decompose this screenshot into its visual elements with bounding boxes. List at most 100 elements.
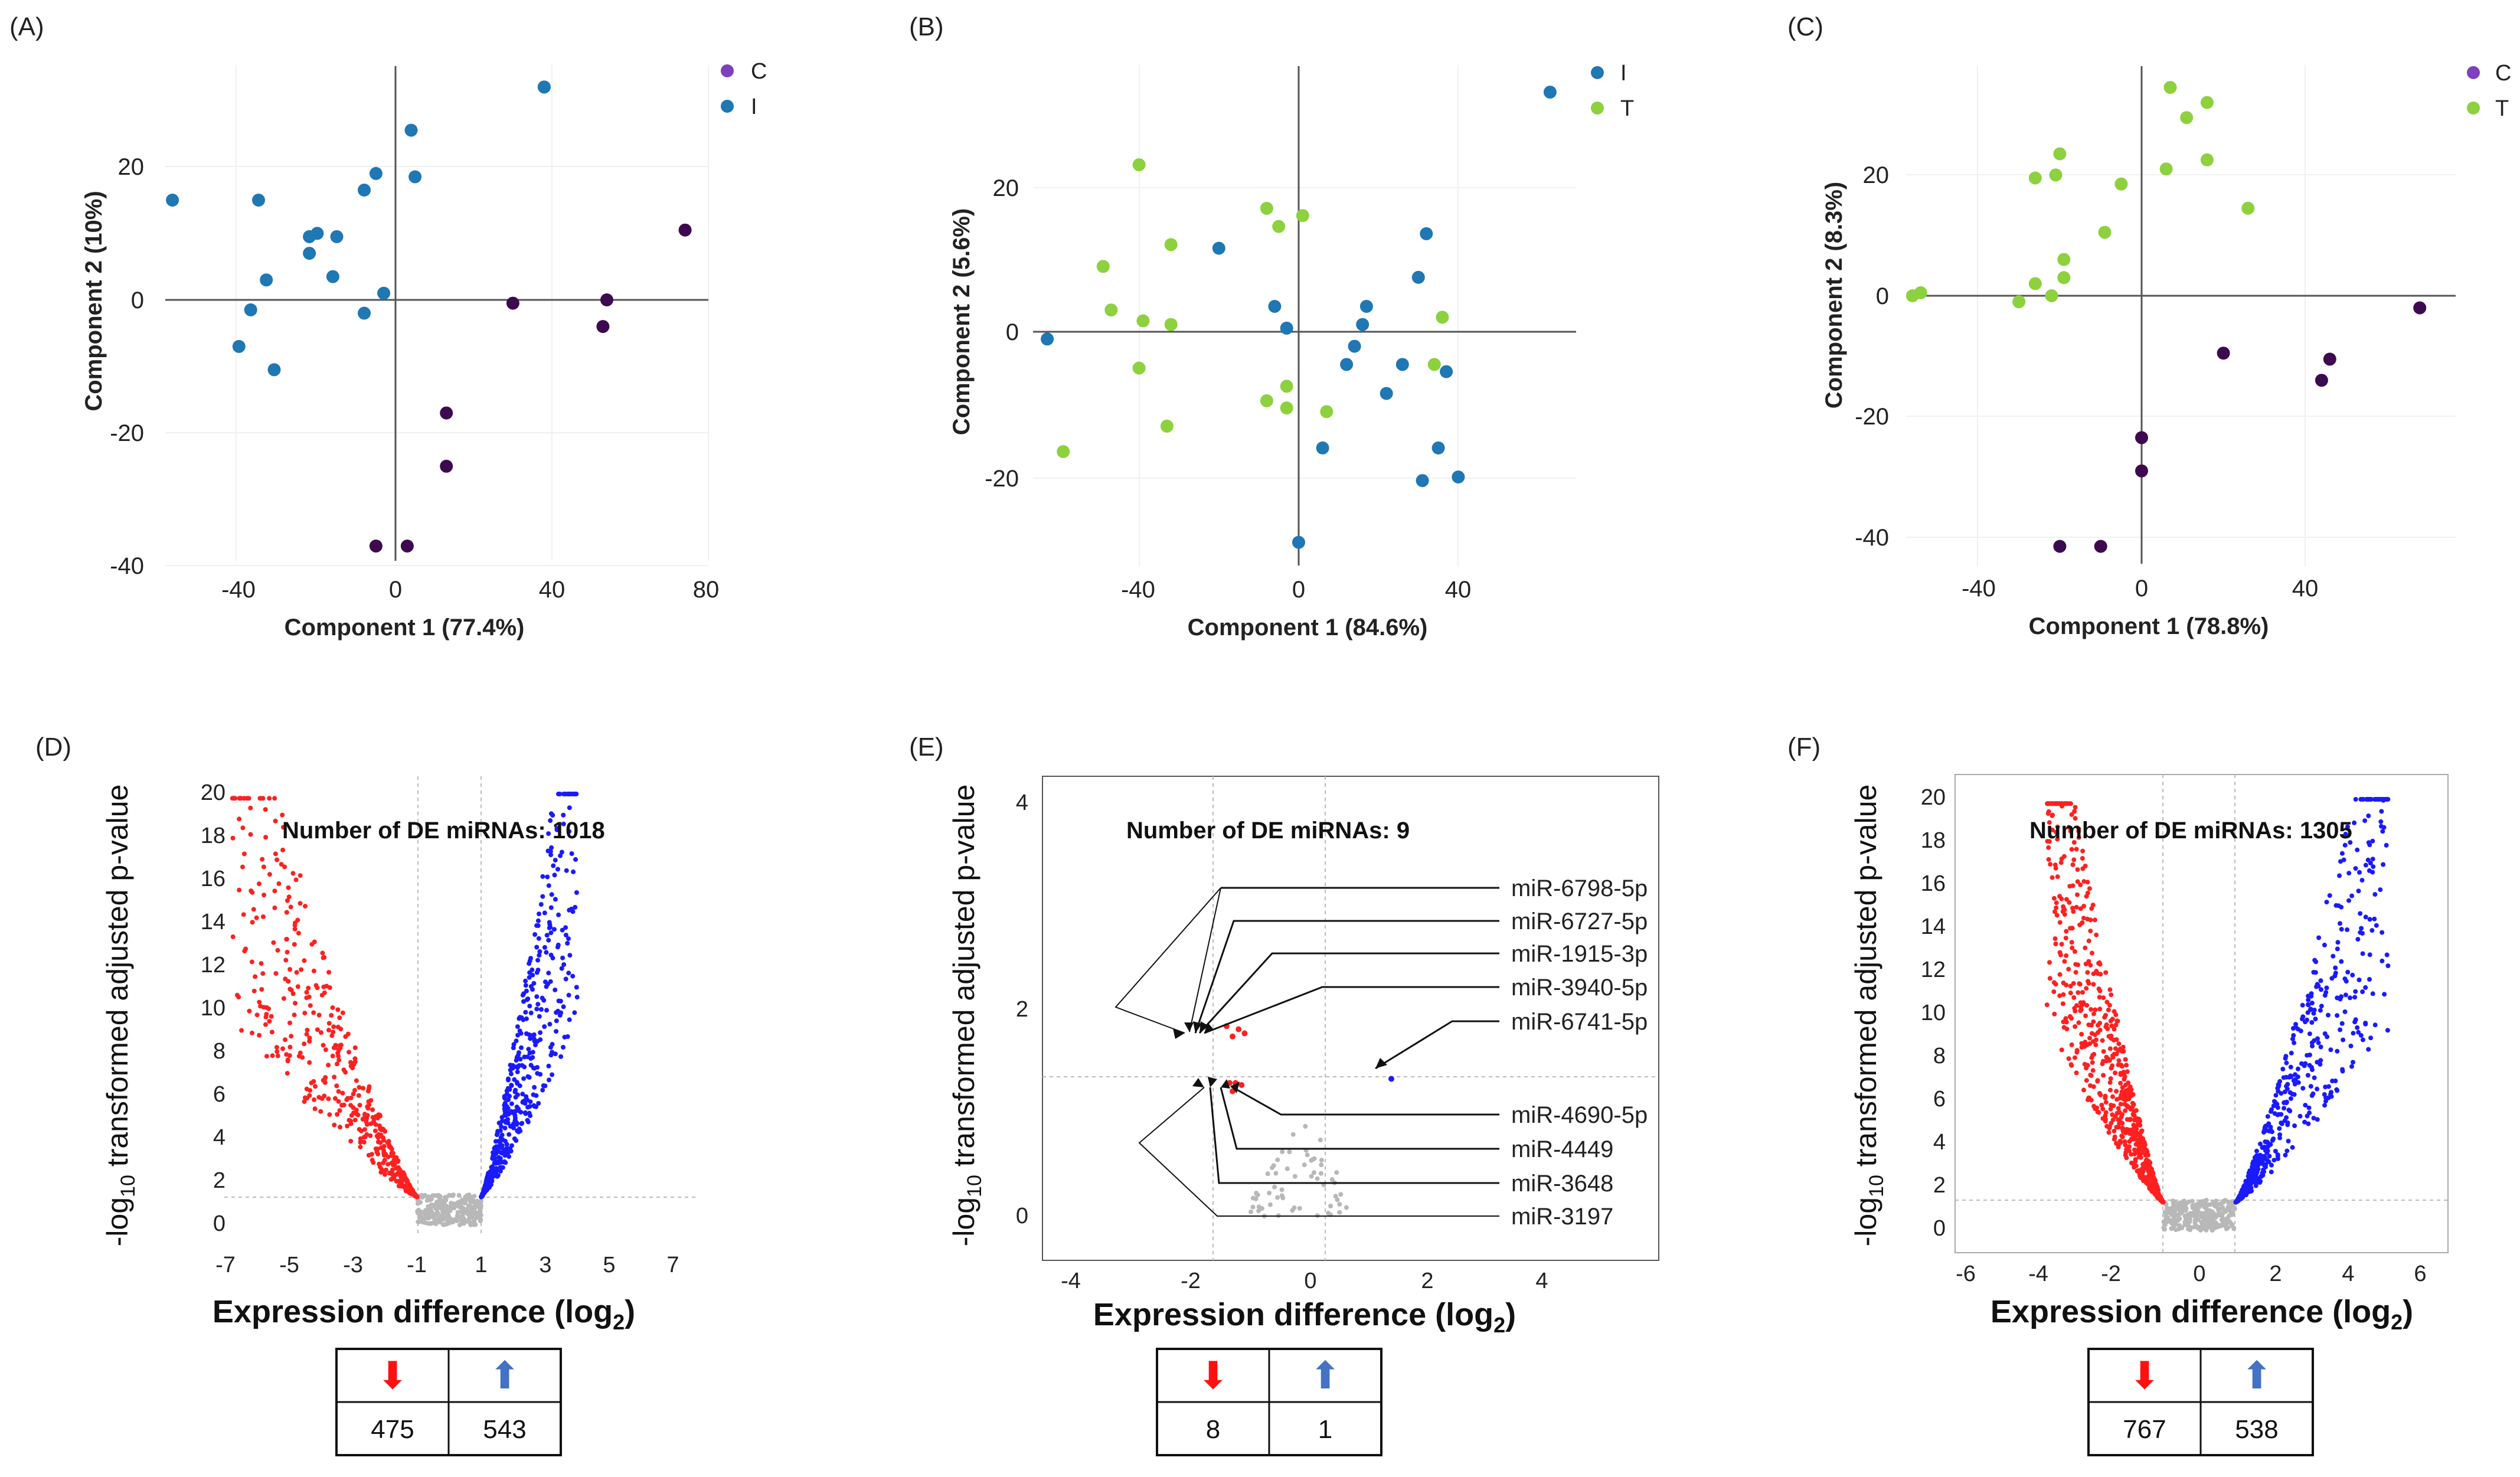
point-down: [2072, 1055, 2077, 1060]
point-ns: [453, 1217, 458, 1222]
down-count: 8: [1206, 1415, 1220, 1444]
point-ns: [2186, 1199, 2191, 1204]
y-tick: 8: [1933, 1044, 1946, 1068]
point-down: [2097, 1027, 2103, 1032]
point-up: [528, 956, 533, 961]
point-down: [381, 1143, 387, 1149]
point-up: [2258, 1141, 2263, 1146]
point-up: [2284, 1060, 2289, 1066]
point-down: [236, 995, 241, 999]
point-down: [262, 893, 267, 898]
point-down: [237, 816, 242, 822]
point-up: [566, 792, 571, 796]
point-down: [308, 1088, 313, 1093]
point-down: [2073, 1024, 2078, 1029]
point-up: [2356, 1030, 2361, 1035]
point-down: [337, 1108, 342, 1113]
point-up: [553, 858, 558, 863]
x-tick: 0: [1304, 1269, 1316, 1293]
point-up: [527, 961, 532, 966]
point-up: [2366, 840, 2371, 845]
point-down: [2057, 894, 2063, 899]
point-t: [1160, 419, 1174, 433]
point-up: [2318, 1044, 2323, 1050]
point-down: [2086, 979, 2091, 984]
point-up: [2281, 1075, 2286, 1080]
point-down: [403, 1183, 408, 1188]
point-up: [511, 1121, 516, 1126]
point-down: [283, 958, 289, 963]
point-ns: [2182, 1198, 2187, 1204]
point-up: [490, 1174, 495, 1178]
legend-swatch-t: [1591, 102, 1604, 115]
point-up: [481, 1188, 486, 1193]
x-tick: -2: [1181, 1269, 1201, 1293]
point-down: [2071, 995, 2077, 1000]
point-down: [2113, 1022, 2119, 1028]
point-down: [2126, 1105, 2131, 1110]
point-up: [524, 1097, 529, 1103]
point-up: [2250, 1161, 2255, 1166]
point-down: [2087, 886, 2092, 891]
point-down: [2114, 1018, 2120, 1024]
point-up: [2341, 1037, 2346, 1043]
point-up: [507, 1087, 512, 1092]
point-ns: [444, 1204, 449, 1209]
point-up: [525, 1074, 531, 1079]
point-down: [285, 1058, 290, 1064]
point-down: [292, 920, 298, 926]
point-down: [2062, 912, 2067, 917]
point-up: [2351, 1060, 2355, 1065]
x-tick: -2: [2101, 1262, 2121, 1286]
point-t: [2200, 153, 2214, 166]
point-down: [259, 961, 264, 966]
point-down: [2063, 1016, 2068, 1021]
point-down: [348, 1063, 354, 1068]
point-t: [1260, 201, 1273, 215]
point-down: [2117, 1139, 2123, 1143]
point-down: [2061, 992, 2066, 997]
point-t: [2057, 271, 2071, 285]
point-down: [2136, 1145, 2142, 1151]
point-i: [537, 80, 551, 94]
y-tick: 0: [1933, 1216, 1946, 1241]
point-up: [518, 1031, 524, 1036]
point-up: [565, 1034, 570, 1039]
point-ns: [458, 1199, 463, 1204]
point-up: [525, 1119, 531, 1125]
point-up: [563, 933, 568, 937]
legend: C I: [721, 59, 767, 119]
point-up: [2370, 857, 2375, 862]
point-up: [549, 845, 554, 850]
point-up: [2330, 1079, 2335, 1084]
point-down: [352, 1045, 358, 1050]
x-tick: 4: [1535, 1269, 1548, 1293]
point-up: [520, 1092, 525, 1097]
y-tick: -20: [1855, 404, 1889, 430]
point-up: [555, 1008, 561, 1014]
point-ns: [1272, 1184, 1277, 1190]
point-up: [2311, 1116, 2316, 1121]
down-count: 475: [371, 1415, 414, 1444]
point-up: [512, 1089, 518, 1094]
point-down: [2093, 1032, 2098, 1037]
point-down: [2071, 981, 2076, 986]
point-up: [530, 987, 535, 992]
y-tick: 16: [1921, 871, 1946, 896]
point-down: [309, 942, 315, 947]
point-down: [394, 1165, 399, 1171]
point-up: [548, 849, 553, 854]
point-up: [2318, 1058, 2323, 1063]
point-down: [2110, 1063, 2115, 1068]
point-down: [2076, 829, 2081, 834]
point-down: [288, 904, 293, 910]
y-tick: -20: [985, 466, 1019, 492]
point-down: [2123, 1057, 2128, 1062]
point-up: [567, 907, 572, 913]
point-up: [2339, 851, 2345, 856]
point-up: [2324, 900, 2329, 905]
point-down: [2047, 820, 2052, 825]
point-down: [2054, 829, 2058, 835]
point-down: [289, 988, 294, 993]
point-down: [2087, 1035, 2092, 1041]
